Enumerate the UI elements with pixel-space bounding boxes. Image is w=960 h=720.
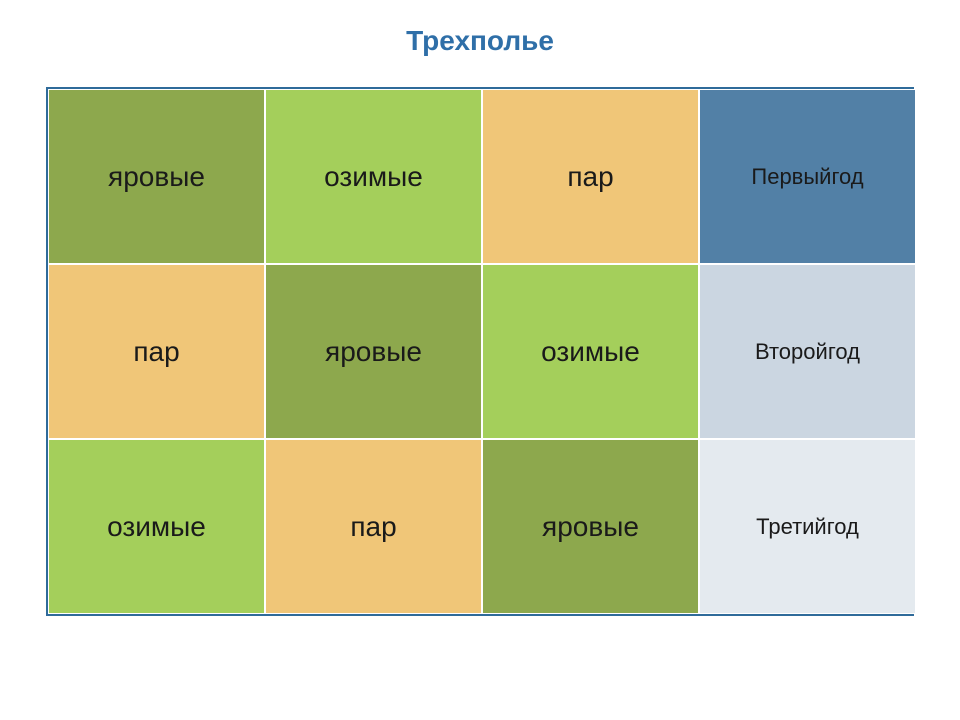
cell-year-2: Второйгод: [699, 264, 916, 439]
cell-label-line: Второй: [755, 338, 828, 366]
cell-label-line: Третий: [756, 513, 827, 541]
cell-r1c0: пар: [48, 264, 265, 439]
cell-r1c1: яровые: [265, 264, 482, 439]
cell-year-3: Третийгод: [699, 439, 916, 614]
cell-label-line: год: [831, 163, 863, 191]
cell-label-line: год: [827, 513, 859, 541]
cell-r0c0: яровые: [48, 89, 265, 264]
cell-year-1: Первыйгод: [699, 89, 916, 264]
cell-label-line: Первый: [751, 163, 831, 191]
cell-r2c0: озимые: [48, 439, 265, 614]
cell-r0c2: пар: [482, 89, 699, 264]
rotation-grid: яровые озимые пар Первыйгод пар яровые о…: [48, 89, 912, 614]
cell-label-line: год: [828, 338, 860, 366]
rotation-grid-border: яровые озимые пар Первыйгод пар яровые о…: [46, 87, 914, 616]
cell-r0c1: озимые: [265, 89, 482, 264]
page-title: Трехполье: [406, 25, 554, 57]
cell-r1c2: озимые: [482, 264, 699, 439]
cell-r2c1: пар: [265, 439, 482, 614]
cell-r2c2: яровые: [482, 439, 699, 614]
